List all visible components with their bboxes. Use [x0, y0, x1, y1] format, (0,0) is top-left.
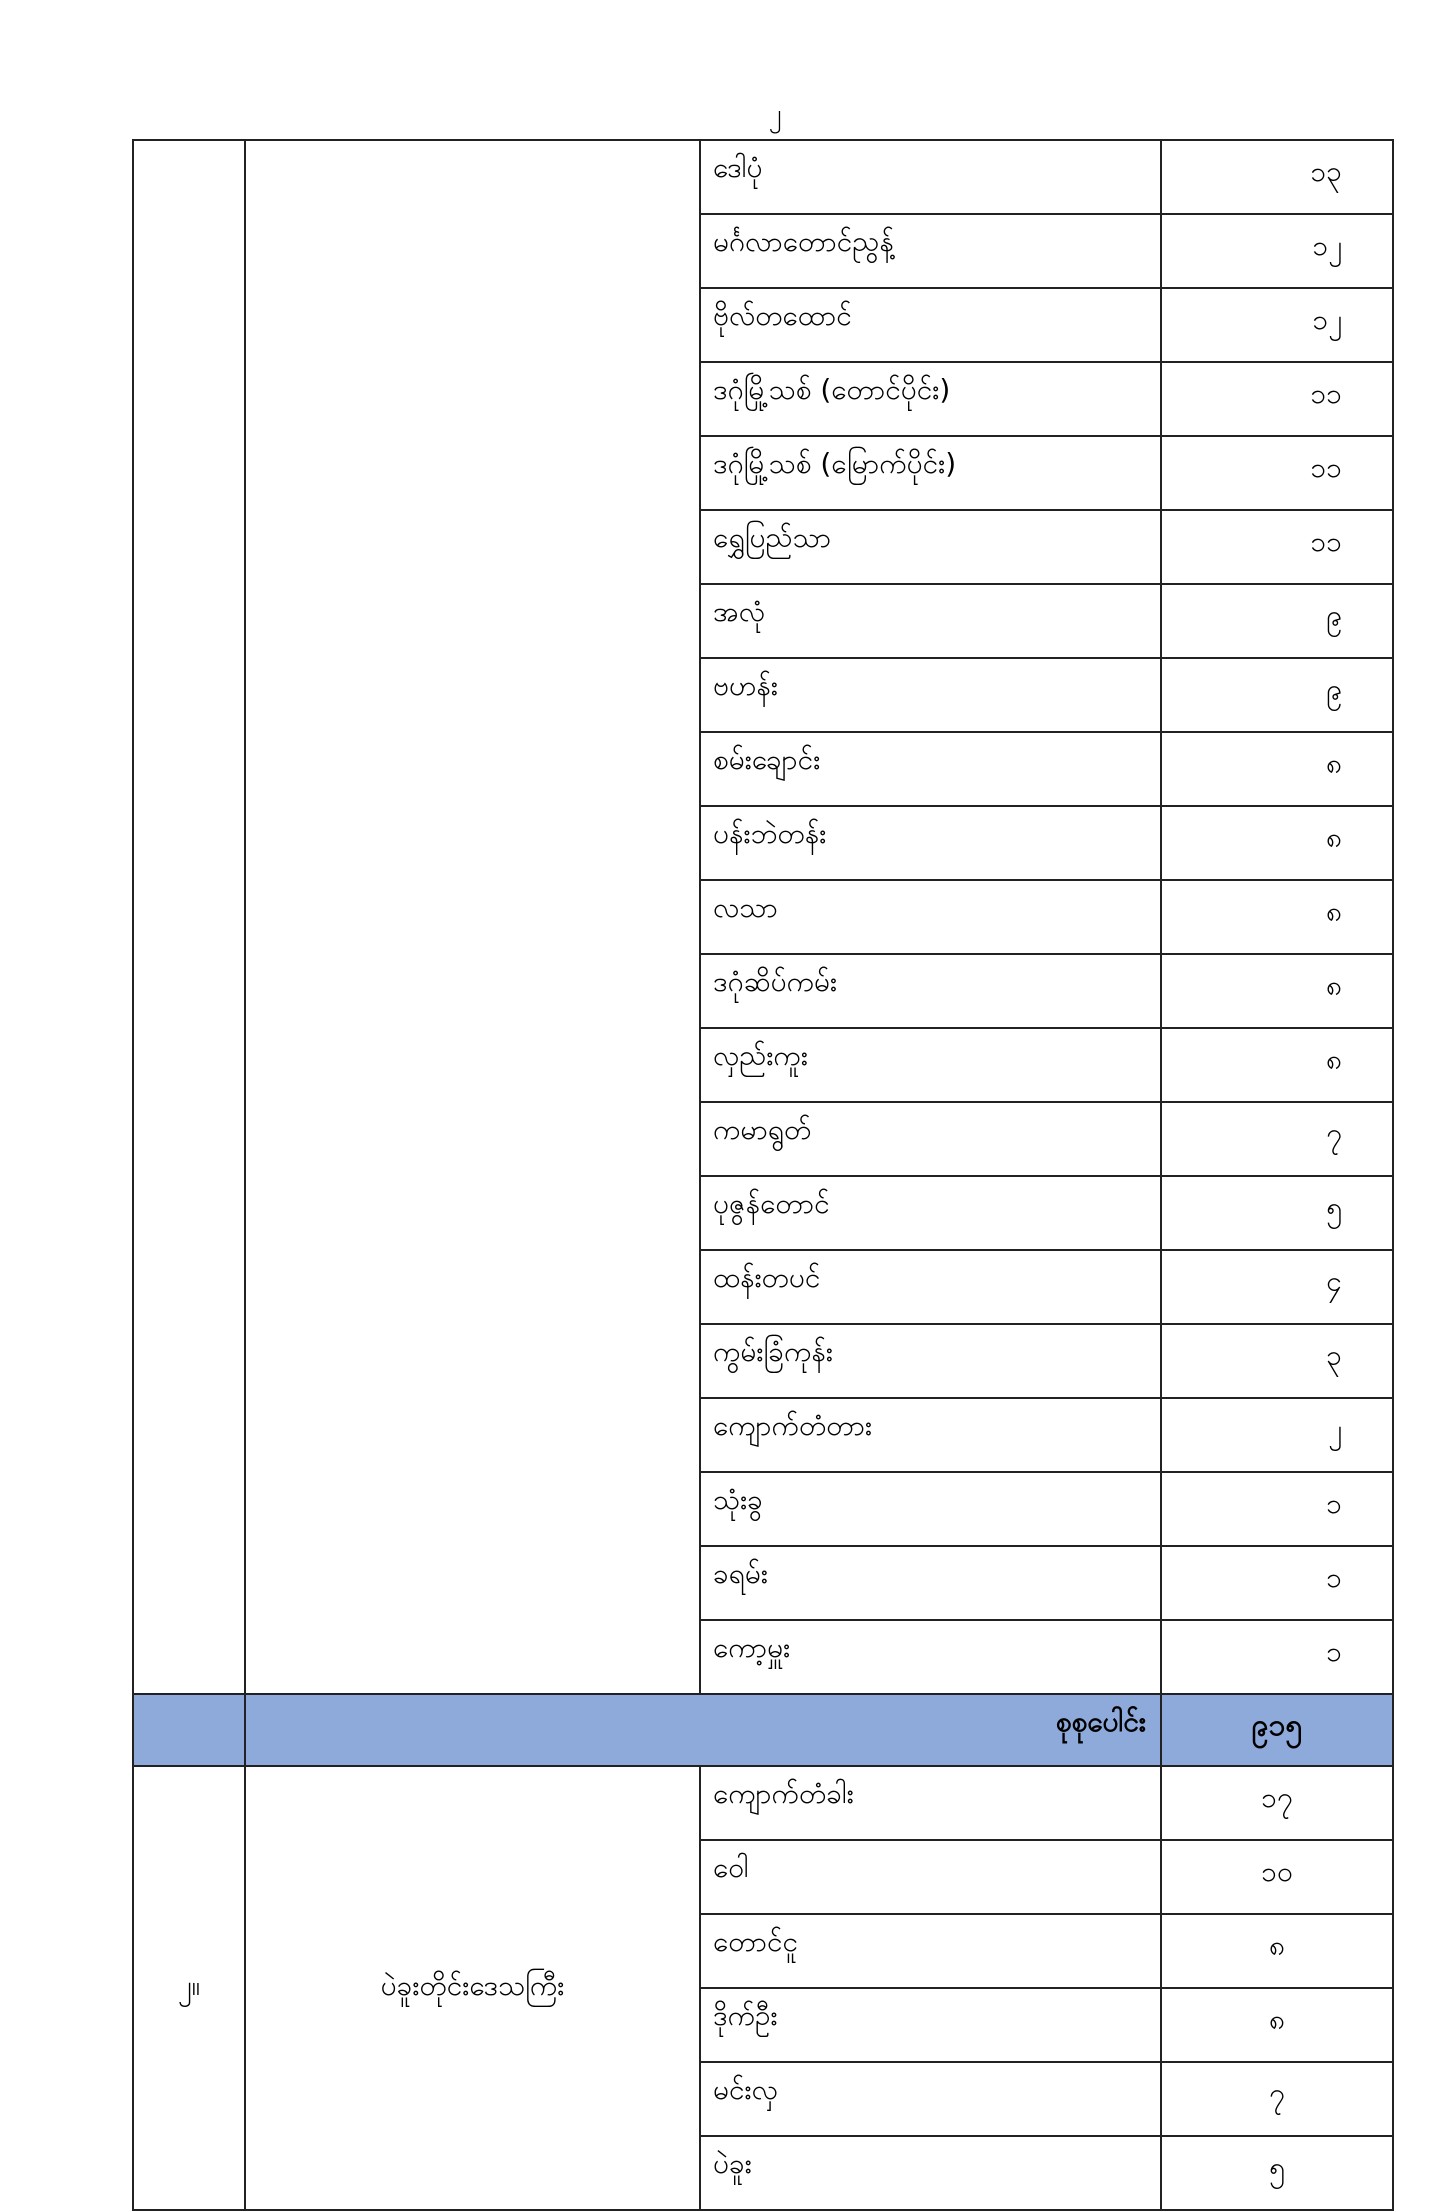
- township-count: ၅: [1160, 1175, 1394, 1251]
- township-name: လှည်းကူး: [699, 1027, 1162, 1103]
- township-count: ၁၀: [1160, 1839, 1394, 1915]
- table-row: စမ်းချောင်း၈: [133, 731, 1394, 807]
- township-count: ၁: [1160, 1545, 1394, 1621]
- township-count: ၃: [1160, 1323, 1394, 1399]
- township-name: ဒဂုံမြို့သစ် (မြောက်ပိုင်း): [699, 435, 1162, 511]
- table-row: ရွှေပြည်သာ ၁၁: [133, 509, 1394, 585]
- township-name: စမ်းချောင်း: [699, 731, 1162, 807]
- township-count: ၈: [1160, 1913, 1394, 1989]
- row-number-cell: ၂။: [132, 1765, 246, 2211]
- township-name: ကမာရွတ်: [699, 1101, 1162, 1177]
- region-cell: [244, 139, 701, 1695]
- township-name: ဝေါ: [699, 1839, 1162, 1915]
- table-row: ဗိုလ်တထောင် ၁၂: [133, 287, 1394, 363]
- table-row: အလုံ၉: [133, 583, 1394, 659]
- table-row: ကော့မှူး၁: [133, 1619, 1394, 1695]
- township-name: လသာ: [699, 879, 1162, 955]
- township-count: ၁၁: [1160, 361, 1394, 437]
- township-count: ၂: [1160, 1397, 1394, 1473]
- township-name: ပန်းဘဲတန်း: [699, 805, 1162, 881]
- township-count: ၉: [1160, 657, 1394, 733]
- township-count-table: ဒေါပုံ ၁၃ မင်္ဂလာတောင်ညွန့် ၁၂ ဗိုလ်တထောင် ၁၂…: [132, 139, 1394, 2211]
- township-name: ကျောက်တံတား: [699, 1397, 1162, 1473]
- table-row: ကျောက်တံတား၂: [133, 1397, 1394, 1473]
- township-name: ဒိုက်ဦး: [699, 1987, 1162, 2063]
- table-row: ဒဂုံမြို့သစ် (မြောက်ပိုင်း) ၁၁: [133, 435, 1394, 511]
- township-name: ဒေါပုံ: [699, 139, 1162, 215]
- township-count: ၈: [1160, 805, 1394, 881]
- township-name: ခရမ်း: [699, 1545, 1162, 1621]
- township-name: ဗဟန်း: [699, 657, 1162, 733]
- township-name: ကျောက်တံခါး: [699, 1765, 1162, 1841]
- township-count: ၁၂: [1160, 287, 1394, 363]
- township-name: ပဲခူး: [699, 2135, 1162, 2211]
- township-name: မင်္ဂလာတောင်ညွန့်: [699, 213, 1162, 289]
- table-row: မင်္ဂလာတောင်ညွန့် ၁၂: [133, 213, 1394, 289]
- summary-label: စုစုပေါင်း: [244, 1693, 1162, 1767]
- township-name: ကော့မှူး: [699, 1619, 1162, 1695]
- table-row: ၂။ ပဲခူးတိုင်းဒေသကြီး ကျောက်တံခါး ၁၇: [132, 1765, 1394, 2211]
- township-count: ၈: [1160, 1027, 1394, 1103]
- township-name: မင်းလှ: [699, 2061, 1162, 2137]
- table-row: လသာ၈: [133, 879, 1394, 955]
- table-row: ပုဇွန်တောင်၅: [133, 1175, 1394, 1251]
- table-row: ထန်းတပင်၄: [133, 1249, 1394, 1325]
- table-row: ဗဟန်း၉: [133, 657, 1394, 733]
- table-row: ဒေါပုံ ၁၃: [132, 139, 1394, 1695]
- page-number: ၂: [768, 99, 782, 129]
- township-count: ၇: [1160, 2061, 1394, 2137]
- table-row: တောင်ငူ၈: [133, 1913, 1394, 1989]
- table-row: ကမာရွတ်၇: [133, 1101, 1394, 1177]
- township-name: ရွှေပြည်သာ: [699, 509, 1162, 585]
- region-cell: ပဲခူးတိုင်းဒေသကြီး: [244, 1765, 701, 2211]
- township-count: ၁: [1160, 1471, 1394, 1547]
- township-name: ထန်းတပင်: [699, 1249, 1162, 1325]
- township-count: ၈: [1160, 1987, 1394, 2063]
- township-name: ဒဂုံမြို့သစ် (တောင်ပိုင်း): [699, 361, 1162, 437]
- township-count: ၄: [1160, 1249, 1394, 1325]
- township-count: ၁: [1160, 1619, 1394, 1695]
- township-count: ၈: [1160, 731, 1394, 807]
- township-count: ၁၇: [1160, 1765, 1394, 1841]
- summary-total: ၉၁၅: [1160, 1693, 1394, 1767]
- table-row: သုံးခွ၁: [133, 1471, 1394, 1547]
- township-count: ၈: [1160, 879, 1394, 955]
- township-name: ပုဇွန်တောင်: [699, 1175, 1162, 1251]
- table-row: လှည်းကူး၈: [133, 1027, 1394, 1103]
- summary-empty-cell: [132, 1693, 246, 1767]
- township-count: ၁၂: [1160, 213, 1394, 289]
- summary-row: စုစုပေါင်း ၉၁၅: [132, 1693, 1394, 1767]
- township-count: ၁၁: [1160, 435, 1394, 511]
- row-number-cell: [132, 139, 246, 1695]
- township-name: ဗိုလ်တထောင်: [699, 287, 1162, 363]
- township-count: ၇: [1160, 1101, 1394, 1177]
- township-count: ၁၁: [1160, 509, 1394, 585]
- township-count: ၁၃: [1160, 139, 1394, 215]
- table-row: ခရမ်း၁: [133, 1545, 1394, 1621]
- township-name: တောင်ငူ: [699, 1913, 1162, 1989]
- table-row: ဒဂုံဆိပ်ကမ်း၈: [133, 953, 1394, 1029]
- table-row: ကွမ်းခြံကုန်း၃: [133, 1323, 1394, 1399]
- township-name: အလုံ: [699, 583, 1162, 659]
- township-count: ၉: [1160, 583, 1394, 659]
- township-count: ၈: [1160, 953, 1394, 1029]
- table-row: ပန်းဘဲတန်း၈: [133, 805, 1394, 881]
- township-name: သုံးခွ: [699, 1471, 1162, 1547]
- township-name: ဒဂုံဆိပ်ကမ်း: [699, 953, 1162, 1029]
- township-count: ၅: [1160, 2135, 1394, 2211]
- table-row: ဝေါ ၁၀: [133, 1839, 1394, 1915]
- township-name: ကွမ်းခြံကုန်း: [699, 1323, 1162, 1399]
- table-row: ဒဂုံမြို့သစ် (တောင်ပိုင်း) ၁၁: [133, 361, 1394, 437]
